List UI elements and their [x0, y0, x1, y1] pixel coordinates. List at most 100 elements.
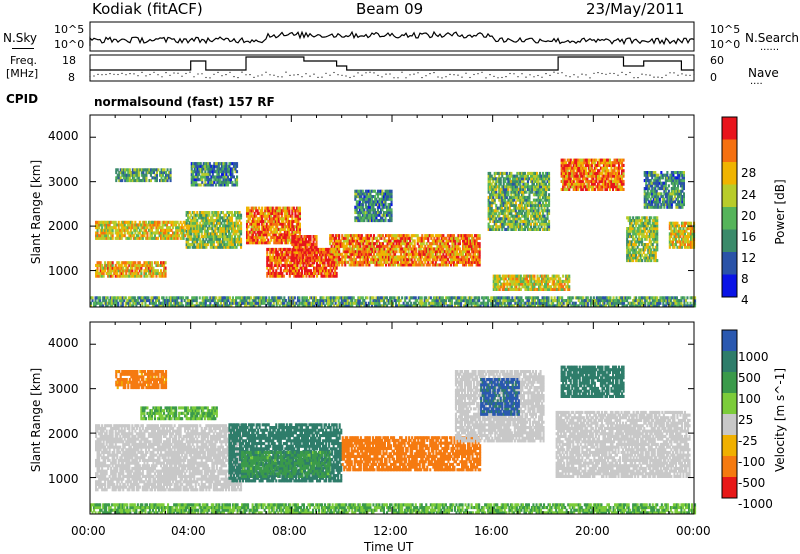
power-cell	[203, 213, 206, 217]
power-cell	[203, 219, 206, 223]
power-cell	[148, 171, 151, 175]
power-cell	[548, 179, 551, 183]
power-cell	[197, 245, 200, 249]
power-cell	[131, 261, 134, 265]
power-cell	[113, 223, 116, 227]
power-cell	[309, 237, 312, 241]
power-cell	[121, 173, 124, 177]
power-cell	[539, 227, 542, 231]
power-cell	[200, 240, 203, 244]
power-cell	[202, 213, 205, 217]
power-cell	[120, 228, 123, 232]
power-cell	[390, 219, 393, 223]
power-cell	[190, 232, 193, 236]
power-cell	[218, 221, 221, 225]
power-cell	[537, 206, 540, 210]
power-cell	[169, 226, 172, 230]
power-cell	[168, 176, 171, 180]
power-cell	[123, 220, 126, 224]
power-cell	[120, 231, 123, 235]
power-cell	[223, 227, 226, 231]
power-cell	[404, 250, 407, 254]
power-cell	[299, 263, 302, 267]
power-cell	[101, 234, 104, 238]
power-cell	[292, 235, 295, 239]
power-cell	[116, 269, 119, 273]
power-cell	[115, 171, 118, 175]
power-cell	[187, 235, 190, 239]
power-cell	[118, 179, 121, 183]
power-cell	[188, 243, 191, 247]
power-cell	[206, 227, 209, 231]
power-cell	[114, 271, 117, 275]
power-cell	[190, 229, 193, 233]
power-cell	[137, 173, 140, 177]
power-cell	[113, 271, 116, 275]
power-cell	[230, 235, 233, 239]
power-cell	[199, 224, 202, 228]
power-cell	[143, 271, 146, 275]
power-cell	[116, 173, 119, 177]
power-cell	[129, 274, 132, 278]
power-cell	[150, 234, 153, 238]
power-cell	[111, 263, 114, 267]
power-cell	[373, 208, 376, 212]
power-cell	[181, 228, 184, 232]
power-cell	[223, 213, 226, 217]
power-cell	[335, 271, 338, 275]
power-cell	[211, 229, 214, 233]
power-cell	[229, 237, 232, 241]
power-cell	[598, 163, 601, 167]
power-cell	[226, 229, 229, 233]
power-cell	[203, 221, 206, 225]
nsearch-legend-dots: ......	[760, 42, 780, 53]
power-cell	[298, 206, 301, 210]
power-cell	[152, 231, 155, 235]
power-ytick-3000: 3000	[48, 175, 79, 189]
power-cell	[221, 227, 224, 231]
power-cell	[212, 213, 215, 217]
power-cell	[220, 243, 223, 247]
power-cell	[215, 224, 218, 228]
power-cell	[131, 179, 134, 183]
power-cell	[119, 266, 122, 270]
power-cell	[413, 258, 416, 262]
power-cell	[196, 240, 199, 244]
power-cell	[142, 171, 145, 175]
power-cell	[342, 242, 345, 246]
power-cell	[111, 266, 114, 270]
power-cell	[116, 266, 119, 270]
power-cell	[313, 274, 316, 278]
nsearch-label: N.Search	[745, 31, 800, 45]
cpid-text: normalsound (fast) 157 RF	[94, 95, 275, 109]
power-cell	[160, 176, 163, 180]
power-cell	[130, 179, 133, 183]
power-cell	[227, 232, 230, 236]
power-cell	[548, 171, 551, 175]
power-cell	[415, 247, 418, 251]
power-cell	[291, 214, 294, 218]
power-cell	[133, 179, 136, 183]
power-cell	[379, 211, 382, 215]
power-cell	[107, 274, 110, 278]
power-cell	[191, 237, 194, 241]
power-cell	[407, 250, 410, 254]
power-cell	[295, 251, 298, 255]
power-cell	[107, 263, 110, 267]
power-cell	[261, 206, 264, 210]
power-cell	[99, 266, 102, 270]
power-cell	[184, 223, 187, 227]
power-cell	[315, 237, 318, 241]
power-cell	[99, 231, 102, 235]
power-cell	[114, 263, 117, 267]
power-cell	[128, 179, 131, 183]
power-cell	[149, 261, 152, 265]
velocity-cb-tick-100: 100	[738, 392, 761, 406]
power-cell	[151, 168, 154, 172]
power-cell	[188, 226, 191, 230]
power-cell	[190, 221, 193, 225]
xtick-2000: 20:00	[575, 524, 610, 538]
power-cell	[191, 211, 194, 215]
power-cell	[548, 211, 551, 215]
power-cell	[118, 171, 121, 175]
